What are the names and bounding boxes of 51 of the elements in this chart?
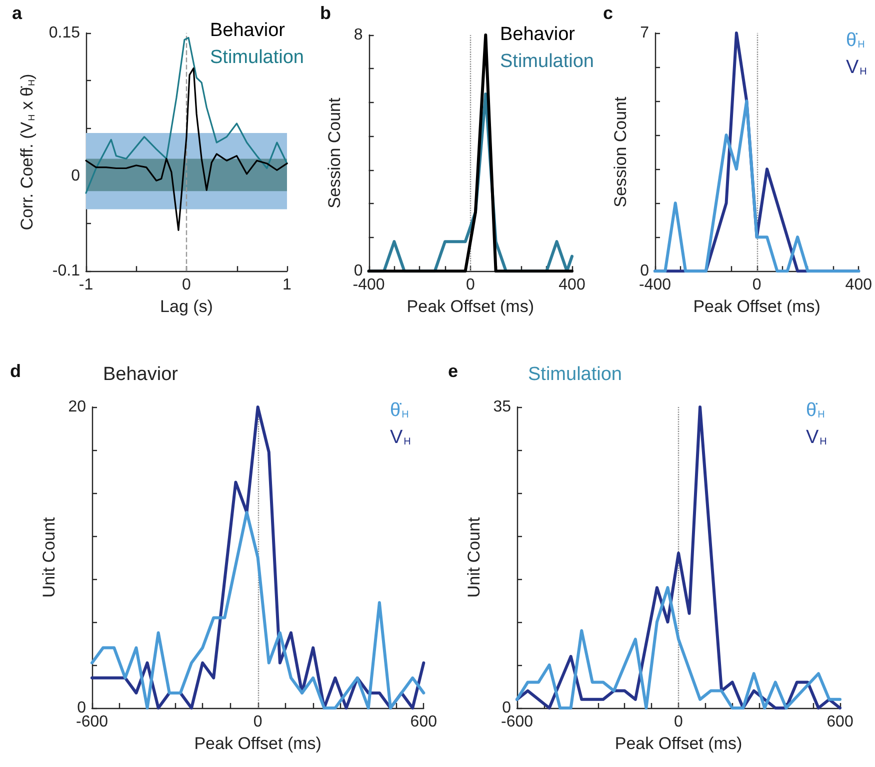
x-tick-label: 1 xyxy=(282,276,292,294)
text: d xyxy=(10,361,21,381)
y-axis-title: Corr. Coeff. (VH x θ̇H) xyxy=(18,74,36,230)
x-tick-label: 0 xyxy=(466,276,475,294)
x-axis-title: Peak Offset (ms) xyxy=(406,297,534,316)
y-tick-label: 7 xyxy=(640,24,650,42)
y-tick-label: 8 xyxy=(354,26,363,44)
line-series xyxy=(85,67,288,231)
text: θ̇H xyxy=(806,400,825,421)
series-label: Behavior xyxy=(500,24,576,45)
y-axis-title: Unit Count xyxy=(39,517,58,598)
x-tick-label: 0 xyxy=(752,276,762,294)
series-label: Behavior xyxy=(210,20,286,41)
x-tick-label: -600 xyxy=(500,714,534,730)
x-tick-label: 600 xyxy=(826,714,854,730)
text: θ̇H xyxy=(846,30,865,51)
x-tick-label: 0 xyxy=(674,714,684,730)
x-tick-label: 0 xyxy=(253,714,262,730)
text: c xyxy=(603,3,614,23)
x-tick-label: -1 xyxy=(78,276,94,294)
chart-title: Behavior xyxy=(103,364,179,385)
text: e xyxy=(448,361,458,381)
y-axis-title: Session Count xyxy=(611,96,630,208)
x-tick-label: -400 xyxy=(638,276,672,294)
y-axis-title: Unit Count xyxy=(464,517,484,598)
series-label: Stimulation xyxy=(500,51,594,72)
x-tick-label: -400 xyxy=(352,276,385,294)
y-tick-label: 35 xyxy=(493,398,512,416)
text: a xyxy=(12,3,23,23)
x-tick-label: -600 xyxy=(76,714,108,730)
x-tick-label: 0 xyxy=(182,276,192,294)
y-tick-label: -0.1 xyxy=(52,262,80,280)
text: VH xyxy=(806,427,827,448)
x-axis-title: Lag (s) xyxy=(160,297,213,316)
x-tick-label: 400 xyxy=(845,276,872,294)
y-tick-label: 20 xyxy=(68,398,86,416)
y-tick-label: 0.15 xyxy=(48,24,80,42)
y-axis-title: Session Count xyxy=(325,97,344,208)
series-label: Stimulation xyxy=(210,47,304,68)
text: VH xyxy=(846,57,867,78)
text: θ̇H xyxy=(390,400,409,421)
x-axis-title: Peak Offset (ms) xyxy=(614,734,742,753)
x-tick-label: 600 xyxy=(410,714,438,730)
text: VH xyxy=(390,427,411,448)
text: b xyxy=(320,3,331,23)
x-axis-title: Peak Offset (ms) xyxy=(194,734,322,753)
x-tick-label: 400 xyxy=(558,276,586,294)
x-axis-title: Peak Offset (ms) xyxy=(693,297,820,316)
y-tick-label: 0 xyxy=(77,700,86,716)
chart-title: Stimulation xyxy=(528,364,622,385)
y-tick-label: 0 xyxy=(71,167,80,184)
